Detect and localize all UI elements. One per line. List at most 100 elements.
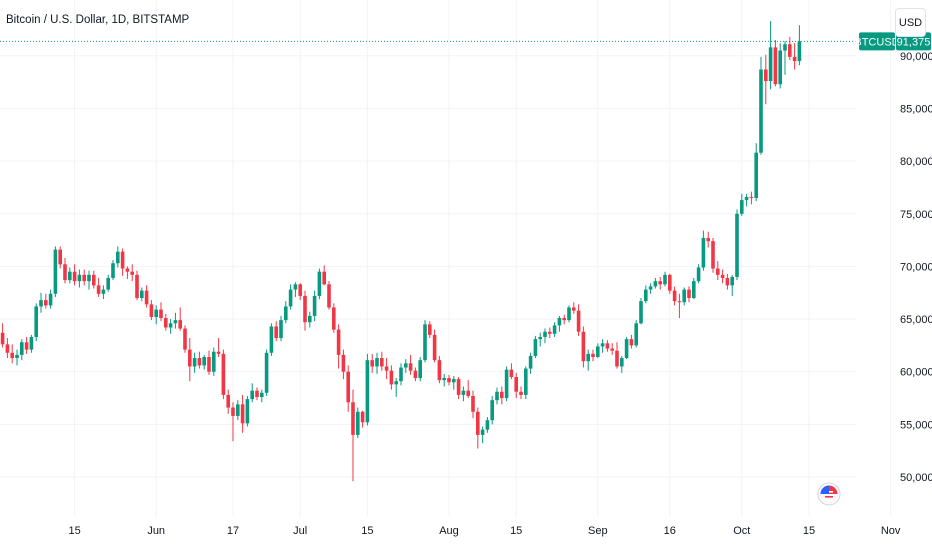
candle-body [720,274,725,279]
candle-body [788,44,792,57]
candle-body [581,331,586,362]
currency-button[interactable]: USD [895,8,926,37]
time-tick-label: Nov [881,525,901,537]
candle-body [706,237,710,242]
candle-body [269,326,274,353]
candle-body [528,355,533,369]
candle-body [408,363,413,371]
candle-body [168,323,173,328]
candle-body [620,358,624,367]
candle-body [116,251,120,264]
candle-body [24,342,29,350]
candle-body [332,307,336,330]
price-badge-symbol-bg [859,32,895,51]
candle-body [682,289,686,303]
candle-body [274,326,278,339]
candle-body [197,358,202,366]
candle-body [245,399,250,424]
candle-body [696,267,701,282]
candle-body [29,336,34,350]
candle-body [159,309,163,319]
chart-title: Bitcoin / U.S. Dollar, 1D, BITSTAMP [6,14,190,26]
candle-body [375,358,379,367]
candle-body [149,304,154,317]
candle-body [778,50,782,85]
candle-body [96,285,101,294]
candle-body [461,390,466,395]
candle-body [471,395,475,412]
candle-body [677,301,682,303]
price-tick-label: 90,000 [900,51,932,63]
candle-body [68,271,72,281]
candle-body [0,332,5,345]
candle-body [106,278,110,290]
candle-body [687,289,691,299]
time-tick-label: Oct [733,525,750,537]
candle-body [125,268,130,272]
candle-body [389,370,394,385]
candle-body [605,343,610,349]
candle-body [92,274,96,286]
time-tick-label: Aug [439,525,459,537]
candle-body [327,284,331,308]
candle-body [692,281,696,299]
candle-body [456,379,461,395]
candle-body [82,274,86,282]
candle-body [144,290,149,305]
candle-body [164,318,168,328]
candle-body [312,295,317,316]
candle-body [658,281,662,285]
time-axis[interactable]: 15Jun17Jul15Aug15Sep16Oct15Nov15Dec [68,525,932,537]
candle-body [264,352,269,393]
candle-body [495,391,499,401]
candle-body [480,429,485,435]
candle-body [548,331,552,334]
candle-body [135,274,139,299]
candle-body [725,278,730,286]
candle-body [250,390,254,400]
candle-body [432,334,437,361]
candle-body [173,320,178,324]
candle-body [240,404,245,424]
candle-body [39,300,43,307]
price-axis[interactable]: 50,000 55,000 60,000 65,000 70,000 75,000 80,0… [900,51,932,484]
candle-body [346,371,350,403]
time-tick-label: 15 [803,525,815,537]
us-flag-event-icon[interactable] [817,482,841,506]
candle-body [629,339,634,346]
candle-body [394,381,398,385]
candle-body [524,368,528,395]
candle-body [576,310,581,332]
price-tick-label: 55,000 [900,419,932,431]
candle-body [797,41,802,62]
candle-body [260,392,264,398]
candle-body [380,358,384,367]
candle-body [384,366,389,371]
candles [0,21,802,482]
candle-body [130,271,134,275]
candle-body [663,274,667,285]
candle-body [730,276,734,286]
candle-body [58,249,62,265]
time-tick-label: Sep [588,525,608,537]
candle-body [370,360,374,367]
candle-body [773,47,778,85]
candle-body [557,318,562,326]
time-tick-label: Jul [293,525,307,537]
time-tick-label: 16 [664,525,676,537]
time-tick-label: 17 [227,525,239,537]
candle-body [442,378,446,381]
candle-body [298,284,302,296]
candle-body [783,44,787,51]
candle-body [572,307,576,311]
candle-body [15,354,19,359]
candle-body [437,360,442,381]
candle-body [764,69,768,82]
price-badge-value: 91,375 [897,36,931,48]
price-tick-label: 70,000 [900,261,932,273]
candle-body [533,339,538,356]
candle-body [53,249,58,294]
candle-body [20,342,24,355]
